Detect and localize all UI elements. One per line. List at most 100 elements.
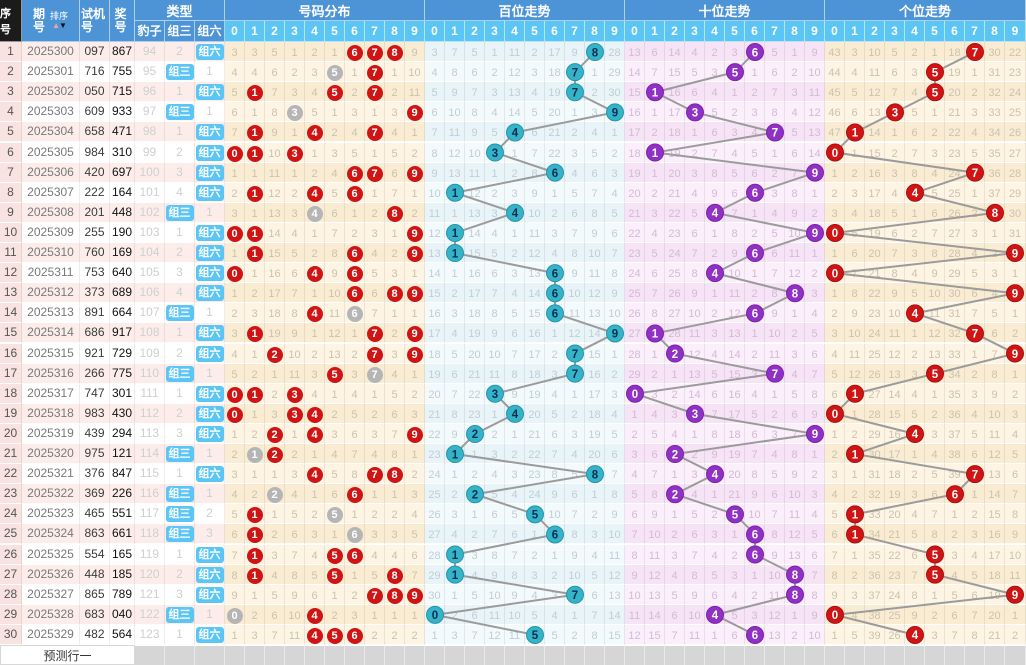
- prediction-cell[interactable]: [165, 645, 195, 665]
- miss-count: 36: [948, 408, 961, 421]
- miss-count: 2: [671, 388, 678, 401]
- miss-count: 22: [628, 227, 641, 240]
- prediction-cell[interactable]: [885, 645, 905, 665]
- ge-cell: 6: [965, 444, 985, 465]
- miss-count: 2: [651, 127, 658, 140]
- miss-count: 26: [868, 368, 881, 381]
- sort-desc-icon[interactable]: ▼: [58, 20, 67, 30]
- miss-count: 11: [448, 127, 461, 140]
- sort-control[interactable]: 排序 ▲▼: [50, 11, 68, 30]
- miss-count: 2: [811, 469, 818, 482]
- bai-cell: 14: [585, 323, 605, 344]
- bai-cell: 12: [565, 323, 585, 344]
- prediction-cell[interactable]: [625, 645, 645, 665]
- prediction-cell[interactable]: [465, 645, 485, 665]
- miss-count: 8: [831, 569, 838, 582]
- prediction-cell[interactable]: [925, 645, 945, 665]
- shi-cell: 8: [785, 182, 805, 203]
- shi-cell: 8: [785, 444, 805, 465]
- prediction-cell[interactable]: [135, 645, 165, 665]
- dist-cell: 2: [345, 584, 365, 605]
- prediction-cell[interactable]: [305, 645, 325, 665]
- prediction-cell[interactable]: [865, 645, 885, 665]
- miss-count: 1: [931, 107, 938, 120]
- dist-cell: 4: [225, 62, 245, 83]
- miss-count: 2: [971, 207, 978, 220]
- cell-period: 2025322: [22, 484, 80, 505]
- prediction-cell[interactable]: [825, 645, 845, 665]
- ge-cell: 35: [945, 383, 965, 404]
- prediction-cell[interactable]: [385, 645, 405, 665]
- prediction-cell[interactable]: [245, 645, 265, 665]
- prediction-cell[interactable]: [985, 645, 1005, 665]
- prediction-cell[interactable]: [445, 645, 465, 665]
- prediction-cell[interactable]: [725, 645, 745, 665]
- sort-asc-icon[interactable]: ▲: [52, 20, 60, 30]
- shi-cell: 9: [745, 484, 765, 505]
- prediction-cell[interactable]: [195, 645, 225, 665]
- ge-cell: 1: [1005, 263, 1026, 284]
- shi-cell: 12: [725, 303, 745, 324]
- prediction-cell[interactable]: [565, 645, 585, 665]
- hit-digit-circle: 0: [226, 406, 243, 423]
- prediction-cell[interactable]: [605, 645, 625, 665]
- prediction-cell[interactable]: [425, 645, 445, 665]
- miss-count: 22: [428, 428, 441, 441]
- dist-cell: 4: [365, 544, 385, 565]
- dist-cell: 2: [405, 202, 425, 223]
- prediction-cell[interactable]: [645, 645, 665, 665]
- bai-cell: 18: [545, 62, 565, 83]
- prediction-cell[interactable]: [905, 645, 925, 665]
- repeat-digit-circle: 7: [366, 366, 383, 383]
- prediction-cell[interactable]: [1005, 645, 1026, 665]
- miss-count: 2: [451, 609, 458, 622]
- prediction-cell[interactable]: [365, 645, 385, 665]
- prediction-cell[interactable]: [505, 645, 525, 665]
- dist-cell: 1: [345, 62, 365, 83]
- miss-count: 31: [948, 308, 961, 321]
- prediction-cell[interactable]: [765, 645, 785, 665]
- prediction-cell[interactable]: [745, 645, 765, 665]
- miss-count: 29: [608, 67, 621, 80]
- dist-cell: 3: [385, 524, 405, 545]
- prediction-cell[interactable]: [845, 645, 865, 665]
- prediction-cell[interactable]: [685, 645, 705, 665]
- prediction-cell[interactable]: [325, 645, 345, 665]
- prediction-cell[interactable]: [485, 645, 505, 665]
- miss-count: 3: [491, 87, 498, 100]
- miss-count: 20: [428, 388, 441, 401]
- prediction-cell[interactable]: [965, 645, 985, 665]
- shi-cell: 2: [705, 243, 725, 264]
- col-header-type-group: 类型: [135, 0, 225, 21]
- prediction-cell[interactable]: [345, 645, 365, 665]
- shi-cell: 3: [645, 383, 665, 404]
- miss-count: 38: [868, 609, 881, 622]
- bai-cell: 7: [505, 343, 525, 364]
- prediction-cell[interactable]: [405, 645, 425, 665]
- miss-count: 13: [608, 589, 621, 602]
- prediction-cell[interactable]: [265, 645, 285, 665]
- dist-cell: 5: [265, 584, 285, 605]
- miss-count: 21: [628, 207, 641, 220]
- miss-count: 8: [651, 489, 658, 502]
- miss-count: 19: [728, 449, 741, 461]
- prediction-cell[interactable]: [945, 645, 965, 665]
- prediction-cell[interactable]: [705, 645, 725, 665]
- miss-count: 1: [731, 529, 738, 542]
- prediction-cell[interactable]: [805, 645, 825, 665]
- prediction-cell[interactable]: [785, 645, 805, 665]
- miss-count: 13: [588, 308, 601, 321]
- prediction-cell[interactable]: [285, 645, 305, 665]
- prediction-cell[interactable]: [525, 645, 545, 665]
- prediction-cell[interactable]: [225, 645, 245, 665]
- miss-count: 5: [831, 368, 838, 381]
- bai-cell: 7: [585, 182, 605, 203]
- miss-count: 14: [268, 227, 281, 240]
- prediction-cell[interactable]: [665, 645, 685, 665]
- shi-cell: 11: [785, 243, 805, 264]
- shi-cell: 1: [805, 444, 825, 465]
- bai-cell: 2: [505, 444, 525, 465]
- prediction-cell[interactable]: [545, 645, 565, 665]
- shi-cell: 22: [665, 202, 685, 223]
- prediction-cell[interactable]: [585, 645, 605, 665]
